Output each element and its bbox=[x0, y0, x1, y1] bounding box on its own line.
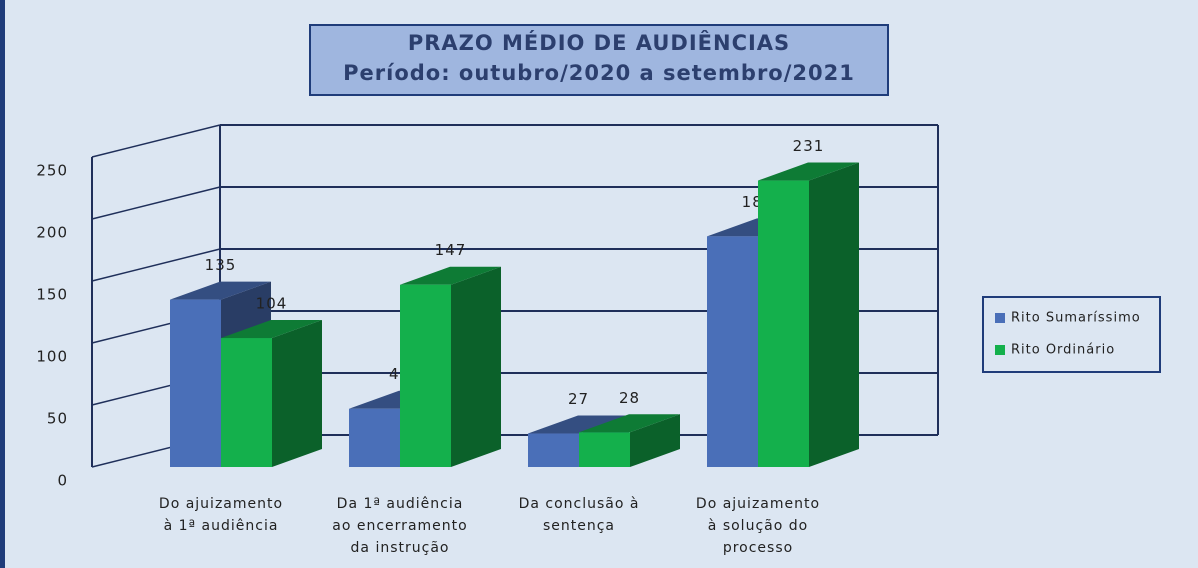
y-tick-label: 250 bbox=[36, 162, 68, 180]
y-tick-label: 150 bbox=[36, 286, 68, 304]
value-label: 231 bbox=[793, 137, 825, 155]
chart-subtitle: Período: outubro/2020 a setembro/2021 bbox=[343, 61, 855, 85]
value-label: 135 bbox=[205, 256, 237, 274]
x-tick-label: Do ajuizamento à 1ª audiência bbox=[158, 496, 284, 534]
bar bbox=[528, 433, 579, 467]
value-label: 104 bbox=[256, 295, 288, 313]
bar bbox=[170, 299, 221, 467]
left-border bbox=[0, 0, 5, 568]
grid-line bbox=[91, 124, 221, 158]
bar-top bbox=[579, 414, 680, 433]
bar bbox=[579, 432, 630, 467]
bar-side bbox=[451, 266, 501, 467]
bar-top bbox=[221, 320, 322, 339]
x-tick-label: Da conclusão à sentença bbox=[518, 496, 640, 534]
bar-top bbox=[170, 281, 271, 300]
legend-swatch bbox=[995, 345, 1005, 355]
value-label: 28 bbox=[619, 389, 640, 407]
bar-top bbox=[528, 415, 629, 434]
y-tick-label: 100 bbox=[36, 348, 68, 366]
bar-top bbox=[758, 162, 859, 181]
bar-side bbox=[272, 320, 322, 467]
legend-label: Rito Ordinário bbox=[1011, 343, 1115, 358]
value-label: 147 bbox=[435, 241, 467, 259]
legend-swatch bbox=[995, 313, 1005, 323]
x-tick-label: Da 1ª audiência ao encerramento da instr… bbox=[332, 496, 468, 556]
grid-line bbox=[91, 186, 221, 220]
y-tick-label: 200 bbox=[36, 224, 68, 242]
bar bbox=[758, 180, 809, 467]
legend-box bbox=[982, 296, 1161, 373]
y-tick-label: 50 bbox=[47, 410, 68, 428]
bar bbox=[707, 236, 758, 467]
chart-title: PRAZO MÉDIO DE AUDIÊNCIAS bbox=[408, 30, 790, 55]
bar bbox=[349, 408, 400, 467]
title-box bbox=[309, 24, 889, 96]
value-label: 27 bbox=[568, 390, 589, 408]
bar-side bbox=[809, 162, 859, 467]
grid-line bbox=[91, 248, 221, 282]
bar bbox=[221, 338, 272, 467]
y-tick-label: 0 bbox=[57, 472, 68, 490]
bar-side bbox=[630, 414, 680, 467]
legend-label: Rito Sumaríssimo bbox=[1011, 311, 1141, 326]
x-tick-label: Do ajuizamento à solução do processo bbox=[695, 496, 821, 556]
bar-top bbox=[400, 266, 501, 285]
bar bbox=[400, 284, 451, 467]
